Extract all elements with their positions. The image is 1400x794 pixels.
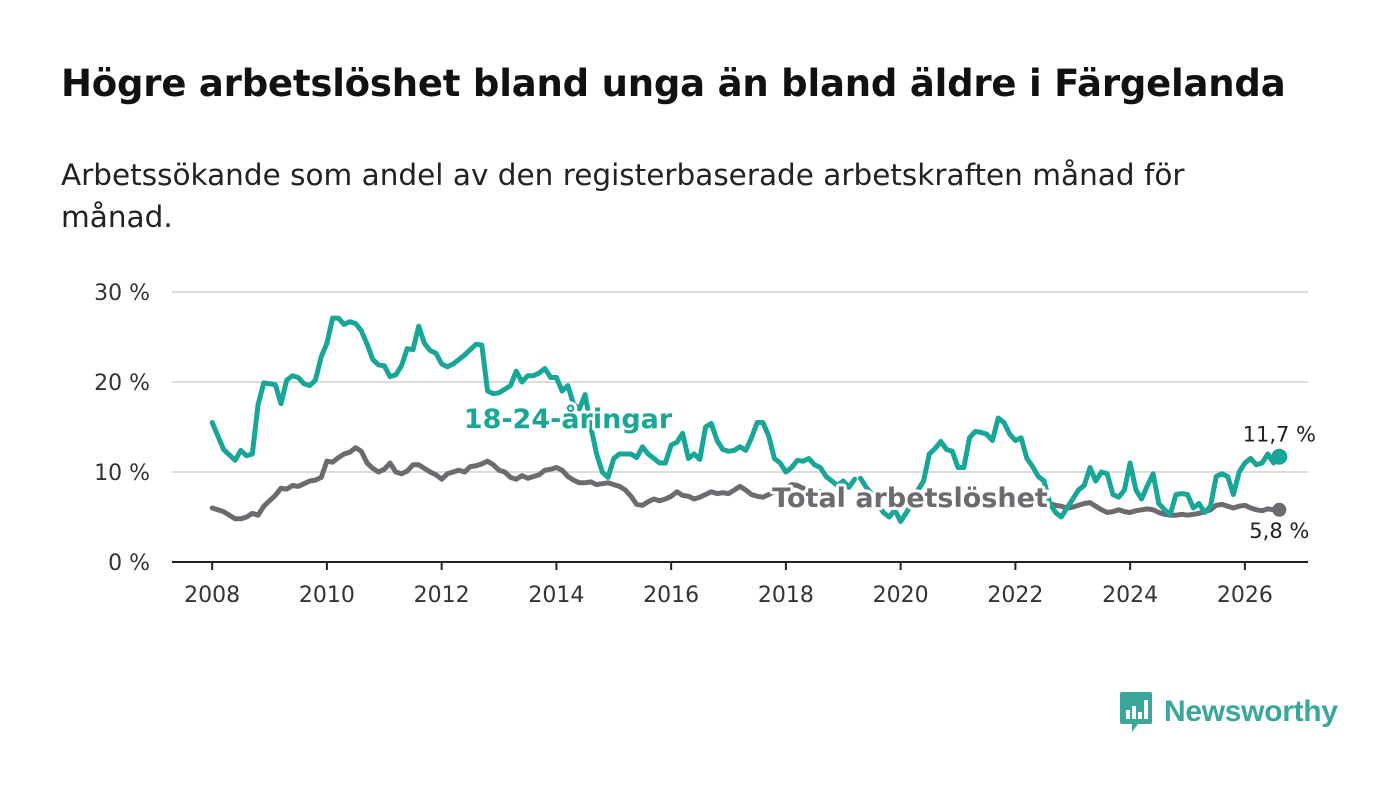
chart-title: Högre arbetslöshet bland unga än bland ä… bbox=[61, 62, 1286, 105]
series-line-18-24 bbox=[812, 462, 858, 490]
brand-logo: Newsworthy bbox=[1118, 690, 1338, 734]
x-tick-label: 2022 bbox=[987, 583, 1043, 608]
end-label-18-24: 11,7 % bbox=[1243, 423, 1316, 447]
brand-name: Newsworthy bbox=[1164, 695, 1338, 728]
series-line-18-24 bbox=[209, 315, 818, 480]
x-tick-label: 2012 bbox=[414, 583, 470, 608]
series-line-18-24 bbox=[858, 415, 1282, 524]
end-point-total bbox=[1272, 502, 1287, 517]
x-tick-label: 2014 bbox=[528, 583, 584, 608]
chart-subtitle: Arbetssökande som andel av den registerb… bbox=[61, 158, 1185, 234]
x-tick-label: 2026 bbox=[1217, 583, 1273, 608]
series-label-total: Total arbetslöshet bbox=[772, 483, 1048, 514]
x-tick-label: 2024 bbox=[1102, 583, 1158, 608]
x-tick-label: 2020 bbox=[873, 583, 929, 608]
x-tick-label: 2010 bbox=[299, 583, 355, 608]
end-label-total: 5,8 % bbox=[1249, 519, 1309, 543]
newsworthy-logo-icon bbox=[1120, 692, 1152, 732]
y-tick-label: 20 % bbox=[94, 371, 150, 396]
x-tick-label: 2008 bbox=[184, 583, 240, 608]
x-tick-label: 2016 bbox=[643, 583, 699, 608]
end-point-18-24 bbox=[1271, 448, 1288, 465]
y-tick-label: 30 % bbox=[94, 281, 150, 306]
series-line-total bbox=[209, 445, 823, 522]
series-label-18-24: 18-24-åringar bbox=[464, 403, 673, 435]
y-tick-label: 0 % bbox=[108, 551, 150, 576]
x-tick-label: 2018 bbox=[758, 583, 814, 608]
series-line-total bbox=[1150, 501, 1282, 518]
y-tick-label: 10 % bbox=[94, 461, 150, 486]
